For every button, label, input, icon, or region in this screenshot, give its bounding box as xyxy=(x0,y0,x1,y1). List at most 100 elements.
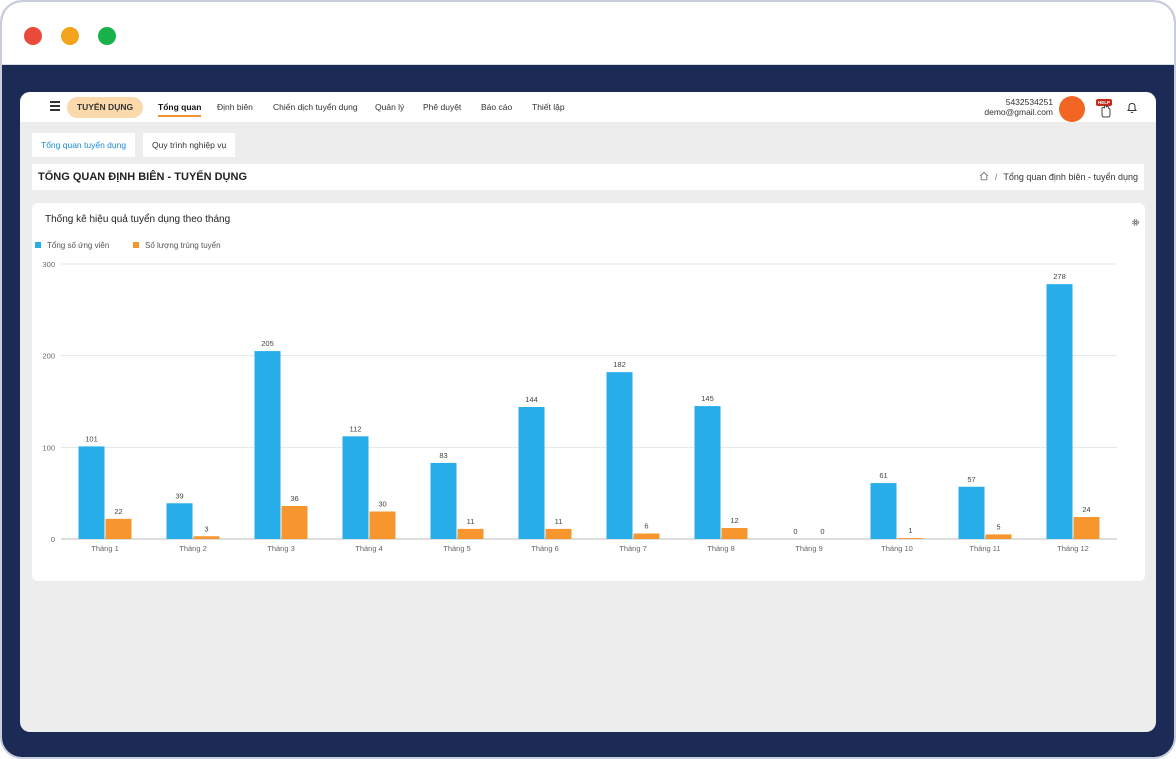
x-tick-label: Tháng 9 xyxy=(795,544,823,553)
data-label: 22 xyxy=(114,507,122,516)
nav-item-approval[interactable]: Phê duyệt xyxy=(423,102,462,112)
bar-total-candidates[interactable] xyxy=(430,462,457,539)
recruitment-stats-card: Thống kê hiệu quả tuyển dụng theo tháng … xyxy=(32,203,1145,581)
x-tick-label: Tháng 10 xyxy=(881,544,913,553)
help-icon[interactable]: HELP xyxy=(1095,98,1117,118)
bar-hired[interactable] xyxy=(369,511,396,540)
y-tick-label: 300 xyxy=(42,260,55,269)
bar-hired[interactable] xyxy=(457,528,484,539)
x-tick-label: Tháng 8 xyxy=(707,544,735,553)
legend-swatch-total xyxy=(35,242,41,248)
help-badge: HELP xyxy=(1096,99,1112,106)
data-label: 6 xyxy=(644,522,648,531)
bar-total-candidates[interactable] xyxy=(1046,284,1073,539)
nav-item-settings[interactable]: Thiết lập xyxy=(532,102,565,112)
bell-icon[interactable] xyxy=(1126,101,1138,114)
y-tick-label: 100 xyxy=(42,443,55,452)
bar-hired[interactable] xyxy=(897,538,924,539)
user-phone: 5432534251 xyxy=(1005,97,1053,107)
breadcrumb: / Tổng quan định biên - tuyển dụng xyxy=(979,164,1138,190)
bar-total-candidates[interactable] xyxy=(78,446,105,539)
data-label: 112 xyxy=(350,424,362,433)
data-label: 12 xyxy=(730,516,738,525)
nav-item-headcount[interactable]: Định biên xyxy=(217,102,253,112)
bar-total-candidates[interactable] xyxy=(518,407,545,539)
bar-hired[interactable] xyxy=(633,533,660,540)
x-tick-label: Tháng 11 xyxy=(969,544,1000,553)
data-label: 145 xyxy=(701,394,714,403)
data-label: 278 xyxy=(1053,272,1066,281)
minimize-window-button[interactable] xyxy=(61,27,79,45)
maximize-window-button[interactable] xyxy=(98,27,116,45)
data-label: 57 xyxy=(967,475,975,484)
nav-item-reports[interactable]: Báo cáo xyxy=(481,102,513,112)
legend-label-hired: Số lượng trúng tuyển xyxy=(145,241,221,250)
data-label: 144 xyxy=(525,395,538,404)
data-label: 39 xyxy=(175,491,183,500)
data-label: 83 xyxy=(439,451,447,460)
y-tick-label: 200 xyxy=(42,352,55,361)
bar-hired[interactable] xyxy=(281,506,308,539)
bar-total-candidates[interactable] xyxy=(166,503,193,539)
bar-hired[interactable] xyxy=(105,518,132,539)
app-screen: TUYỂN DỤNG Tổng quan Định biên Chiến dịc… xyxy=(20,92,1156,732)
legend-label-total: Tổng số ứng viên xyxy=(47,241,110,250)
window-titlebar xyxy=(2,2,1174,65)
data-label: 24 xyxy=(1082,505,1090,514)
data-label: 11 xyxy=(555,517,563,526)
x-tick-label: Tháng 4 xyxy=(355,544,383,553)
data-label: 0 xyxy=(793,527,797,536)
bar-hired[interactable] xyxy=(1073,517,1100,539)
hand-icon xyxy=(1101,105,1111,118)
bar-total-candidates[interactable] xyxy=(342,436,369,539)
module-selector[interactable]: TUYỂN DỤNG xyxy=(67,97,143,118)
data-label: 36 xyxy=(290,494,298,503)
bar-hired[interactable] xyxy=(985,534,1012,539)
menu-icon[interactable] xyxy=(50,101,60,111)
bar-hired[interactable] xyxy=(721,528,748,539)
nav-item-overview[interactable]: Tổng quan xyxy=(158,92,202,122)
data-label: 61 xyxy=(879,471,887,480)
data-label: 0 xyxy=(820,527,824,536)
y-tick-label: 0 xyxy=(51,535,55,544)
gear-icon[interactable] xyxy=(1131,218,1140,227)
bar-hired[interactable] xyxy=(545,528,572,539)
avatar[interactable] xyxy=(1059,96,1085,122)
tab-recruitment-overview[interactable]: Tổng quan tuyển dụng xyxy=(32,133,136,157)
tab-business-process[interactable]: Quy trình nghiệp vụ xyxy=(143,133,236,157)
bar-total-candidates[interactable] xyxy=(254,351,281,539)
bar-total-candidates[interactable] xyxy=(694,406,721,539)
breadcrumb-current: Tổng quan định biên - tuyển dụng xyxy=(1003,172,1138,182)
data-label: 101 xyxy=(85,434,98,443)
breadcrumb-separator: / xyxy=(994,172,998,182)
nav-item-manage[interactable]: Quản lý xyxy=(375,102,405,112)
bar-total-candidates[interactable] xyxy=(606,372,633,539)
x-tick-label: Tháng 7 xyxy=(619,544,647,553)
top-navigation: TUYỂN DỤNG Tổng quan Định biên Chiến dịc… xyxy=(20,92,1156,122)
bar-total-candidates[interactable] xyxy=(870,483,897,539)
data-label: 205 xyxy=(261,339,274,348)
data-label: 30 xyxy=(378,500,386,509)
data-label: 3 xyxy=(204,524,208,533)
x-tick-label: Tháng 5 xyxy=(443,544,471,553)
user-info[interactable]: 5432534251 demo@gmail.com xyxy=(984,97,1053,117)
user-email: demo@gmail.com xyxy=(984,107,1053,117)
home-icon[interactable] xyxy=(979,171,989,181)
data-label: 5 xyxy=(996,522,1000,531)
data-label: 182 xyxy=(613,360,626,369)
x-tick-label: Tháng 2 xyxy=(179,544,207,553)
close-window-button[interactable] xyxy=(24,27,42,45)
page-title: TỔNG QUAN ĐỊNH BIÊN - TUYỂN DỤNG xyxy=(38,171,247,183)
x-tick-label: Tháng 12 xyxy=(1057,544,1089,553)
nav-item-campaigns[interactable]: Chiến dịch tuyển dụng xyxy=(273,102,358,112)
x-tick-label: Tháng 3 xyxy=(267,544,295,553)
legend-item-hired[interactable]: Số lượng trúng tuyển xyxy=(133,241,221,250)
legend-item-total[interactable]: Tổng số ứng viên xyxy=(35,241,109,250)
card-title: Thống kê hiệu quả tuyển dụng theo tháng xyxy=(45,214,231,225)
bar-total-candidates[interactable] xyxy=(958,486,985,539)
x-tick-label: Tháng 1 xyxy=(91,544,119,553)
bar-hired[interactable] xyxy=(193,536,220,539)
data-label: 1 xyxy=(908,526,912,535)
